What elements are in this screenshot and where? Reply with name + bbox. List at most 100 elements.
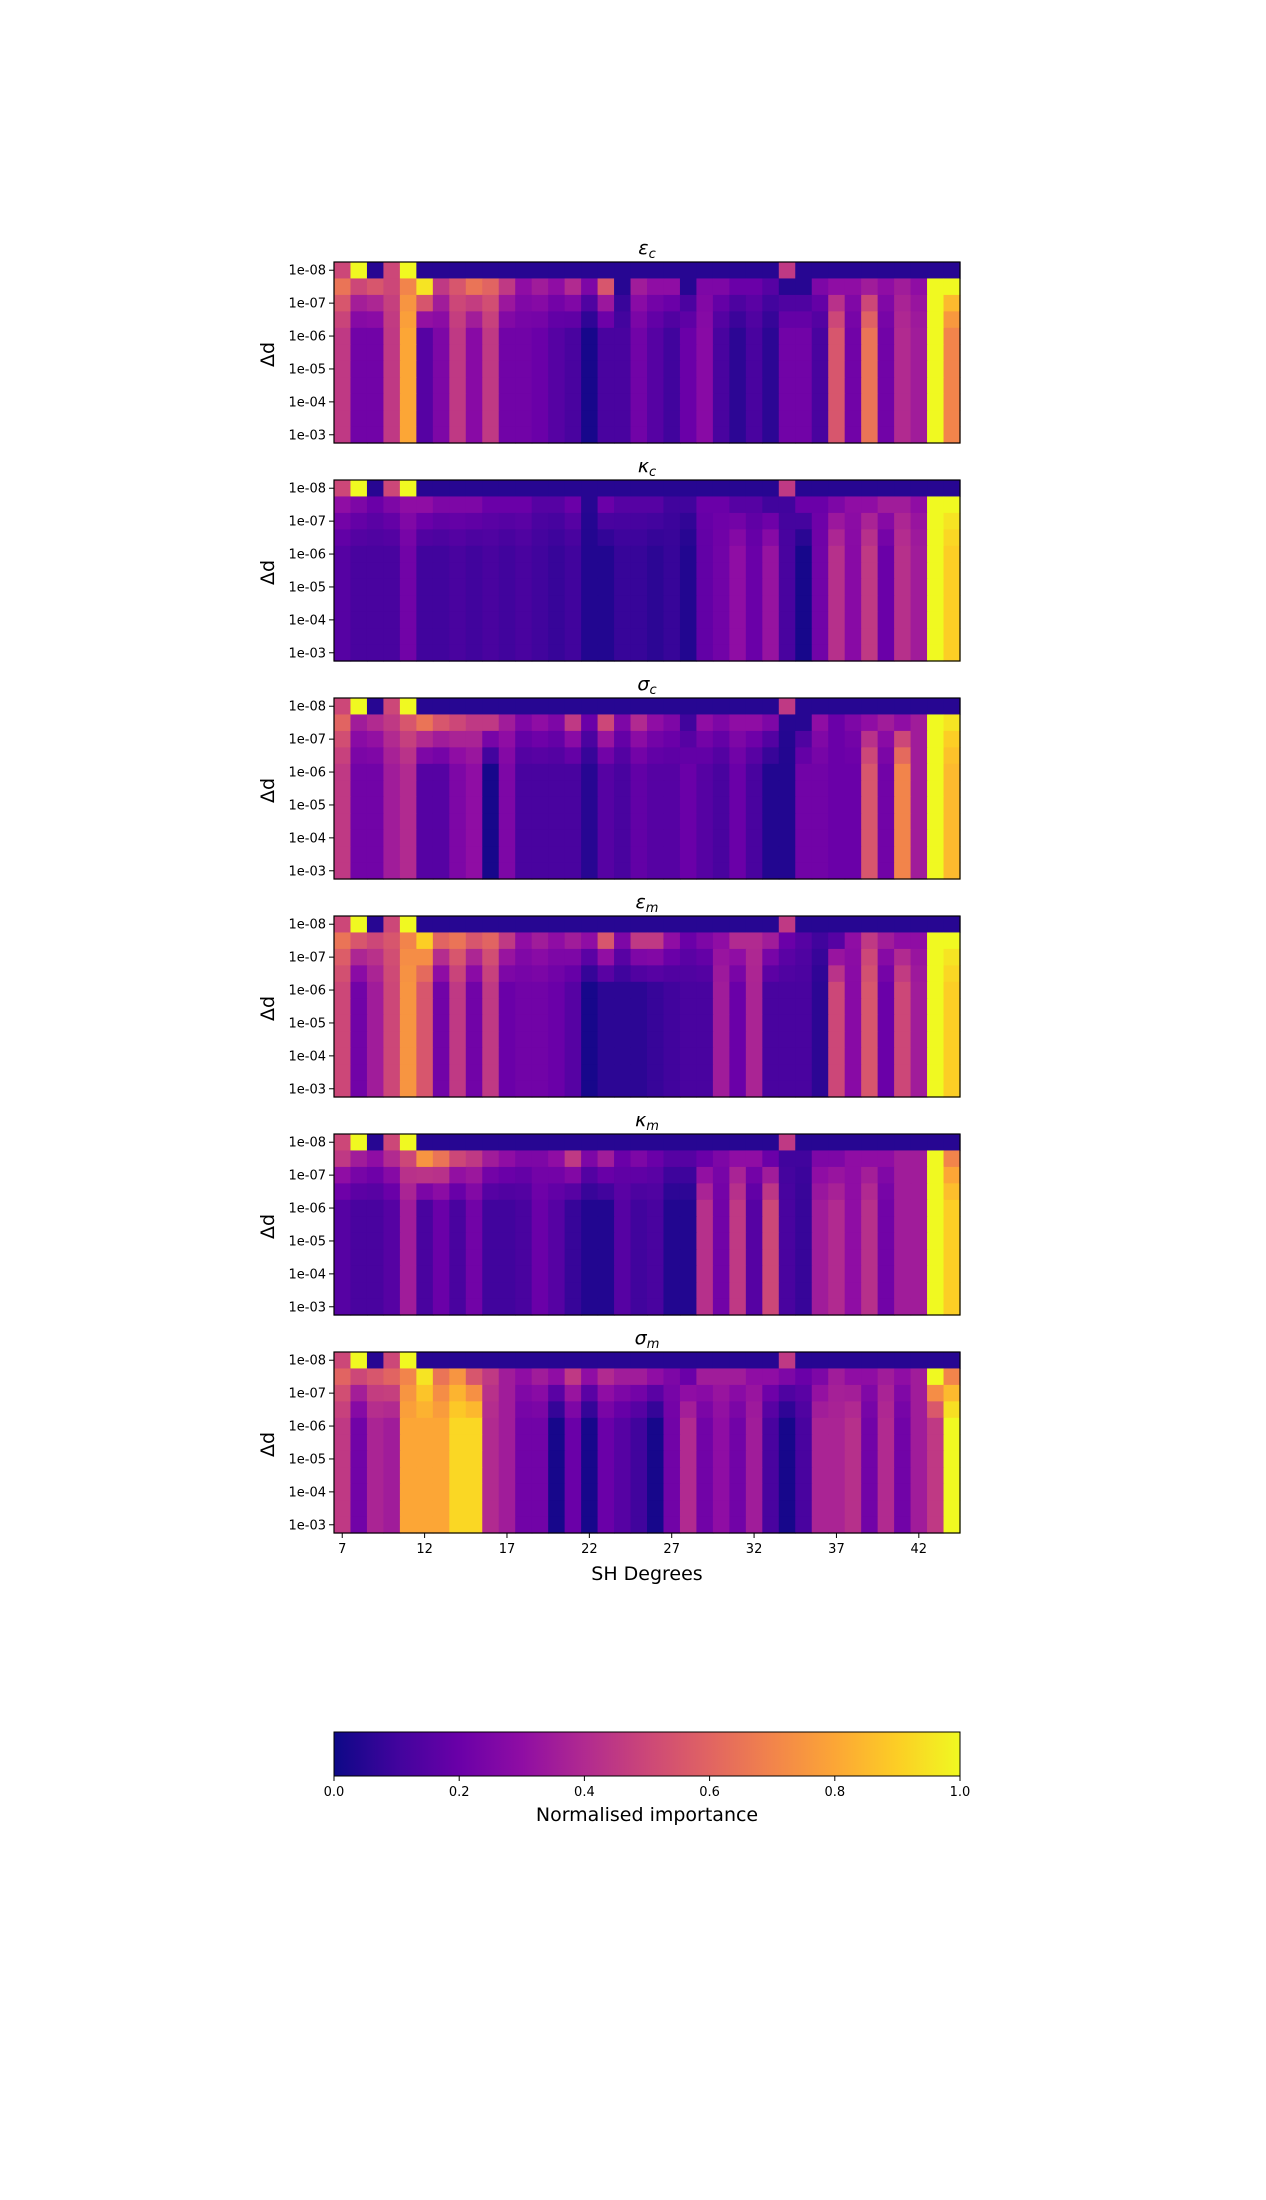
y-axis-label: Δd xyxy=(257,996,279,1021)
heatmap-cell xyxy=(383,1166,401,1184)
heatmap-cell xyxy=(416,262,434,280)
heatmap-cell xyxy=(449,1166,467,1184)
heatmap-cell xyxy=(482,278,500,296)
heatmap-cell xyxy=(795,1216,813,1234)
heatmap-cell xyxy=(778,393,796,411)
heatmap-cell xyxy=(432,1434,450,1452)
heatmap-cell xyxy=(811,562,829,580)
heatmap-cell xyxy=(399,1064,417,1082)
heatmap-cell xyxy=(762,344,780,362)
heatmap-cell xyxy=(597,1368,615,1386)
heatmap-cell xyxy=(745,730,763,748)
heatmap-cell xyxy=(630,862,648,880)
heatmap-cell xyxy=(548,578,566,596)
heatmap-cell xyxy=(581,1199,599,1217)
heatmap-cell xyxy=(828,512,846,530)
heatmap-cell xyxy=(334,1483,352,1501)
heatmap-cell xyxy=(762,698,780,716)
heatmap-cell xyxy=(515,1080,533,1098)
heatmap-cell xyxy=(696,360,714,378)
heatmap-cell xyxy=(482,578,500,596)
heatmap-cell xyxy=(861,1265,879,1283)
heatmap-cell xyxy=(679,829,698,847)
heatmap-cell xyxy=(350,862,368,880)
heatmap-cell xyxy=(432,426,450,444)
heatmap-cell xyxy=(399,1249,417,1267)
panel-frame xyxy=(333,261,961,444)
heatmap-cell xyxy=(515,480,533,498)
heatmap-cell xyxy=(712,1166,730,1184)
heatmap-cell xyxy=(630,1368,648,1386)
heatmap-cell xyxy=(696,628,714,646)
heatmap-cell xyxy=(432,1031,450,1049)
heatmap-cell xyxy=(861,278,879,296)
heatmap-cell xyxy=(630,529,648,547)
heatmap-cell xyxy=(515,1183,533,1201)
heatmap-cell xyxy=(383,410,401,428)
heatmap-cell xyxy=(910,763,928,781)
heatmap-cell xyxy=(416,595,434,613)
heatmap-cell xyxy=(927,578,945,596)
heatmap-cell xyxy=(778,578,796,596)
heatmap-cell xyxy=(844,1216,862,1234)
heatmap-cell xyxy=(334,595,352,613)
heatmap-cell xyxy=(696,796,714,814)
heatmap-cell xyxy=(334,813,352,831)
heatmap-cell xyxy=(366,714,385,732)
heatmap-cell xyxy=(515,1265,533,1283)
heatmap-cell xyxy=(548,1417,566,1435)
heatmap-cell xyxy=(894,1080,912,1098)
heatmap-cell xyxy=(383,1401,401,1419)
heatmap-cell xyxy=(383,932,401,950)
heatmap-cell xyxy=(465,730,483,748)
heatmap-cell xyxy=(399,1047,417,1065)
heatmap-cell xyxy=(416,1450,434,1468)
heatmap-cell xyxy=(663,813,681,831)
heatmap-cell xyxy=(482,628,500,646)
heatmap-cell xyxy=(696,1080,714,1098)
heatmap-cell xyxy=(927,1483,945,1501)
heatmap-cell xyxy=(482,1516,500,1534)
heatmap-cell xyxy=(844,278,862,296)
heatmap-cell xyxy=(614,730,632,748)
heatmap-cell xyxy=(778,998,796,1016)
heatmap-cell xyxy=(663,393,681,411)
heatmap-cell xyxy=(515,1450,533,1468)
heatmap-cell xyxy=(383,628,401,646)
heatmap-cell xyxy=(548,932,566,950)
heatmap-cell xyxy=(482,1080,500,1098)
heatmap-cell xyxy=(614,780,632,798)
heatmap-cell xyxy=(910,813,928,831)
heatmap-cell xyxy=(399,1352,417,1370)
heatmap-cell xyxy=(811,1483,829,1501)
heatmap-cell xyxy=(366,311,385,329)
heatmap-cell xyxy=(564,916,582,934)
heatmap-cell xyxy=(795,595,813,613)
y-tick-label: 1e-04 xyxy=(288,1049,326,1064)
heatmap-cell xyxy=(366,393,385,411)
heatmap-cell xyxy=(894,763,912,781)
heatmap-cell xyxy=(531,377,549,395)
heatmap-cell xyxy=(811,813,829,831)
heatmap-cell xyxy=(515,426,533,444)
heatmap-cell xyxy=(630,948,648,966)
heatmap-cell xyxy=(366,698,385,716)
heatmap-cell xyxy=(581,377,599,395)
heatmap-cell xyxy=(663,1249,681,1267)
heatmap-cell xyxy=(432,1249,450,1267)
heatmap-cell xyxy=(811,1031,829,1049)
heatmap-cell xyxy=(432,763,450,781)
heatmap-cell xyxy=(745,1516,763,1534)
heatmap-cell xyxy=(416,545,434,563)
heatmap-cell xyxy=(745,965,763,983)
heatmap-cell xyxy=(515,1134,533,1152)
y-tick-label: 1e-07 xyxy=(288,1169,326,1184)
heatmap-cell xyxy=(679,360,698,378)
heatmap-cell xyxy=(498,998,516,1016)
y-tick-label: 1e-05 xyxy=(288,362,326,377)
heatmap-cell xyxy=(581,998,599,1016)
heatmap-cell xyxy=(416,512,434,530)
heatmap-cell xyxy=(416,1368,434,1386)
heatmap-cell xyxy=(581,410,599,428)
heatmap-cell xyxy=(647,932,665,950)
